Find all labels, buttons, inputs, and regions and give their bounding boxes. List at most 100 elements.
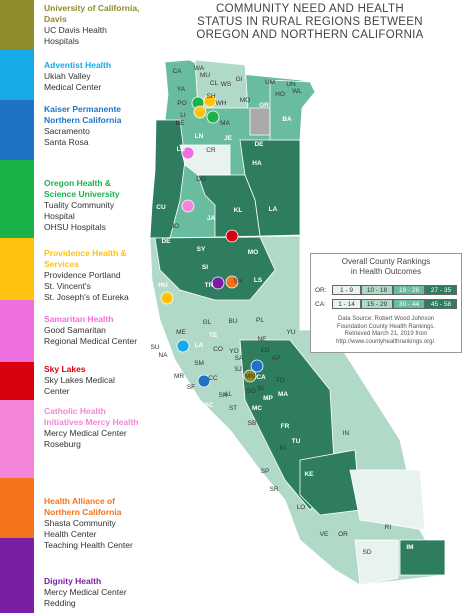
facility: Hospitals [44,36,79,46]
oregon-county-label-cu: CU [156,204,166,211]
california-county-label-bu: BU [228,318,237,325]
oregon-counties [149,59,316,239]
system-chi-mercy: Catholic Health Initiatives Mercy Health… [0,400,140,478]
facility: St. Vincent's [44,281,91,291]
oregon-county-label-ja: JA [207,215,216,222]
system-adventist: Adventist Health Ukiah Valley Medical Cent… [0,50,140,100]
system-name: Adventist Health [44,60,112,70]
california-county-label-la: LA [195,342,204,349]
system-kaiser: Kaiser Permanente Northern California Sac… [0,100,140,160]
california-county-label-de: DE [161,238,171,245]
california-county-label-or: OR [338,531,348,538]
oregon-county-label-mu: MU [200,72,210,79]
oregon-county-label-ba: BA [282,116,292,123]
marker-health-alliance [225,275,239,289]
legend-title: Overall County Rankings in Health Outcom… [311,257,461,277]
facility: Providence Portland [44,270,121,280]
oregon-county-label-um: UM [265,79,275,86]
county-oregon-east-upper [269,79,316,141]
marker-kaiser [197,374,211,388]
california-county-label-sa: SA [235,355,244,362]
california-county-label-sr: SR [269,486,278,493]
facility: Mercy Medical Center [44,428,127,438]
marker-sky-lakes [225,229,239,243]
california-county-label-mr: MR [174,373,184,380]
legend-or-range-4: 27 - 35 [425,285,457,295]
california-county-label-sl: SL [257,385,265,392]
california-county-label-so: SO [246,388,255,395]
oregon-county-label-lc: LC [177,146,186,153]
oregon-county-label-ma: MA [220,120,230,127]
california-county-label-mn: MN [245,373,255,380]
facility: Regional Medical Center [44,336,138,346]
facility: Sacramento [44,126,90,136]
facility: Mercy Medical Center [44,587,127,597]
system-name: Providence Health & Services [44,248,127,269]
california-county-label-ca: CA [256,374,266,381]
oregon-county-label-wh: WH [216,100,227,107]
legend-or-range-2: 10 - 18 [361,285,393,295]
oregon-county-label-gr: GR [259,102,269,109]
marker-dignity [211,276,225,290]
system-name: Dignity Health [44,576,102,586]
adventist-color-bar [0,50,34,100]
title-line: OREGON AND NORTHERN CALIFORNIA [196,29,424,41]
title-line: STATUS IN RURAL REGIONS BETWEEN [197,16,423,28]
california-county-label-yo: YO [229,348,238,355]
california-county-label-fr: FR [281,423,290,430]
california-county-label-pl: PL [256,317,264,324]
marker-adventist [176,339,190,353]
oregon-county-label-ws: WS [221,81,232,88]
system-health-alliance: Health Alliance of Northern California Sh… [0,478,140,550]
health-systems-legend: University of California, Davis UC Davis … [0,0,140,613]
california-county-label-sc: SC [204,402,213,409]
system-name: University of California, Davis [44,3,140,24]
system-providence: Providence Health & Services Providence P… [0,238,140,302]
marker-samaritan [181,146,195,160]
system-sky-lakes: Sky Lakes Sky Lakes Medical Center [0,362,140,400]
oregon-county-label-cr: CR [206,147,216,154]
oregon-county-label-ho: HO [275,91,285,98]
county-california-dark-south [299,449,361,516]
legend-or-label: OR: [315,287,327,294]
california-county-label-cc: CC [208,375,218,382]
california-county-label-sb: SB [248,420,257,427]
source-line: http://www.countyhealthrankings.org/. [336,338,436,345]
legend-ca-range-4: 45 - 58 [425,299,457,309]
oregon-county-label-gi: GI [236,76,243,83]
oregon-county-label-de: DE [254,141,264,148]
california-county-label-to: TO [276,377,285,384]
facility: Center [44,386,70,396]
system-name: Kaiser Permanente Northern California [44,104,122,125]
facility: Health Center [44,529,97,539]
california-county-label-mo: MO [248,249,258,256]
oregon-county-label-la: LA [269,206,278,213]
california-county-label-na: NA [158,352,168,359]
california-county-label-sm: SM [194,360,204,367]
california-county-label-ed: ED [260,347,269,354]
system-dignity: Dignity Health Mercy Medical Center Reddin… [0,538,140,613]
title-line: COMMUNITY NEED AND HEALTH [216,3,404,15]
oregon-county-label-sh: SH [206,93,215,100]
california-county-label-hu: HU [158,282,168,289]
facility: Sky Lakes Medical [44,375,115,385]
oregon-county-label-po: PO [177,100,186,107]
california-county-label-si: SI [202,264,208,271]
source-line: Foundation County Health Rankings. [336,323,436,330]
source-line: Data Source: Robert Wood Johnson [337,316,435,322]
legend-title-line: in Health Outcomes [350,267,422,276]
chi-mercy-color-bar [0,400,34,478]
marker-uc-davis [243,369,257,383]
county-california-light-sb [349,469,426,531]
ohsu-color-bar [0,160,34,238]
samaritan-color-bar [0,300,34,362]
marker-providence [193,105,207,119]
county-california-sd [354,539,399,586]
oregon-county-label-ya: YA [177,86,186,93]
legend-ca-range-1: 1 - 14 [332,299,361,309]
oregon-county-label-un: UN [286,81,296,88]
california-county-label-ma: MA [278,391,288,398]
california-counties [149,235,446,586]
oregon-county-label-be: BE [176,120,185,127]
